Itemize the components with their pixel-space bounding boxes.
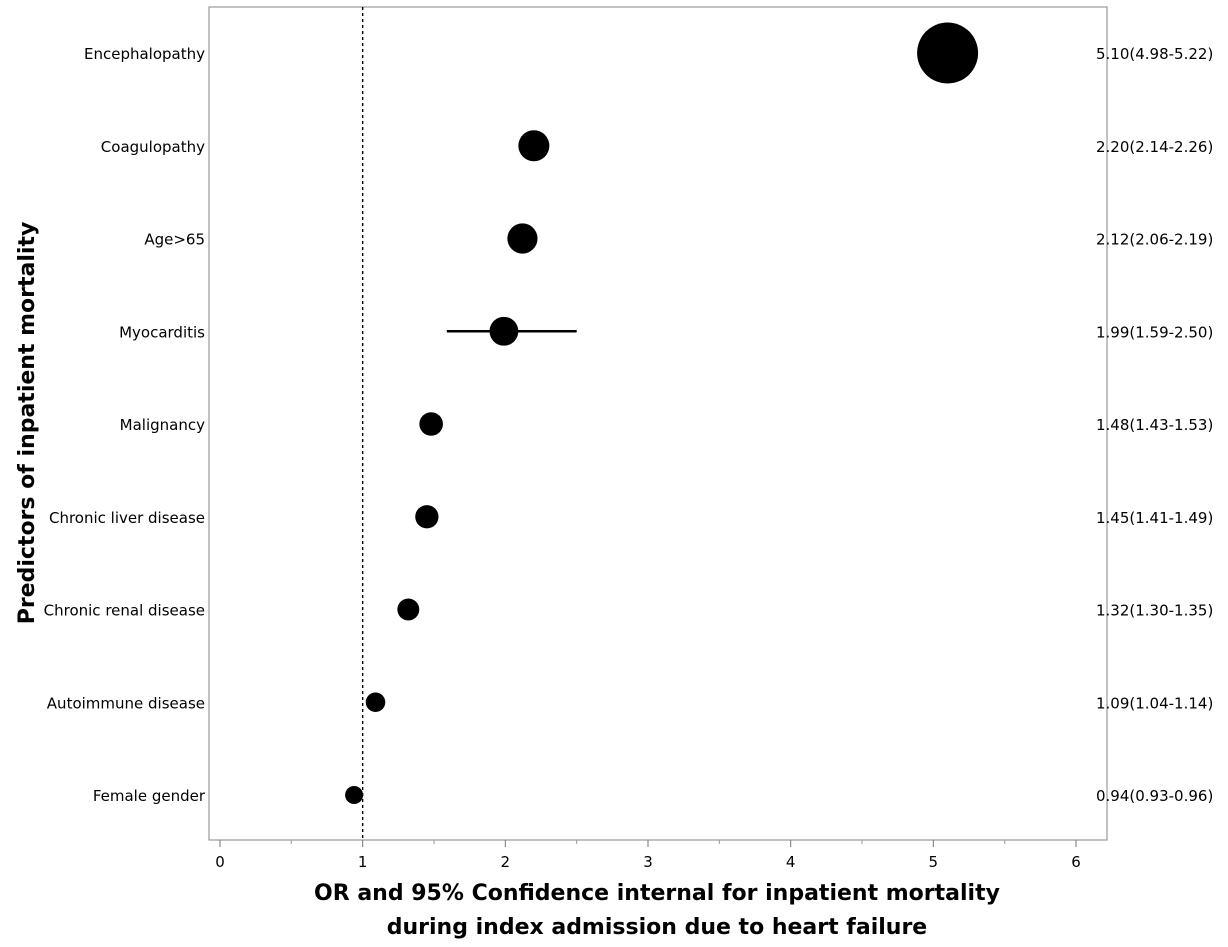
category-label: Coagulopathy xyxy=(101,138,205,156)
x-axis-title-line-1: OR and 95% Confidence internal for inpat… xyxy=(314,881,1000,906)
or-point xyxy=(489,316,519,346)
or-point xyxy=(507,223,538,254)
category-label: Female gender xyxy=(93,787,206,805)
category-label: Malignancy xyxy=(120,416,205,434)
or-ci-label: 0.94(0.93-0.96) xyxy=(1096,787,1213,805)
x-tick-label: 5 xyxy=(929,853,939,871)
category-label: Chronic liver disease xyxy=(49,509,205,527)
or-ci-label: 1.32(1.30-1.35) xyxy=(1096,602,1213,620)
category-label: Encephalopathy xyxy=(84,45,205,63)
or-point xyxy=(345,786,364,804)
x-tick-label: 0 xyxy=(215,853,225,871)
or-ci-label: 1.48(1.43-1.53) xyxy=(1096,416,1213,434)
x-tick-label: 1 xyxy=(358,853,368,871)
x-tick-label: 3 xyxy=(643,853,653,871)
or-ci-label: 1.45(1.41-1.49) xyxy=(1096,509,1213,527)
x-tick-label: 2 xyxy=(501,853,511,871)
category-label: Autoimmune disease xyxy=(47,694,205,712)
or-point xyxy=(419,412,443,436)
or-ci-label: 1.09(1.04-1.14) xyxy=(1096,694,1213,712)
y-axis-title: Predictors of inpatient mortality xyxy=(15,222,40,625)
or-point xyxy=(917,22,979,84)
plot-frame xyxy=(208,6,1108,841)
category-label: Age>65 xyxy=(144,231,205,249)
or-ci-label: 1.99(1.59-2.50) xyxy=(1096,323,1213,341)
or-point xyxy=(365,692,386,713)
or-ci-label: 2.20(2.14-2.26) xyxy=(1096,138,1213,156)
category-label: Myocarditis xyxy=(119,323,205,341)
or-point xyxy=(397,598,420,621)
category-label: Chronic renal disease xyxy=(44,602,205,620)
or-point xyxy=(415,505,439,529)
or-ci-label: 2.12(2.06-2.19) xyxy=(1096,231,1213,249)
x-tick-label: 6 xyxy=(1071,853,1081,871)
or-point xyxy=(518,130,550,162)
x-tick-label: 4 xyxy=(786,853,796,871)
or-ci-label: 5.10(4.98-5.22) xyxy=(1096,45,1213,63)
x-axis-title-line-2: during index admission due to heart fail… xyxy=(387,915,927,940)
